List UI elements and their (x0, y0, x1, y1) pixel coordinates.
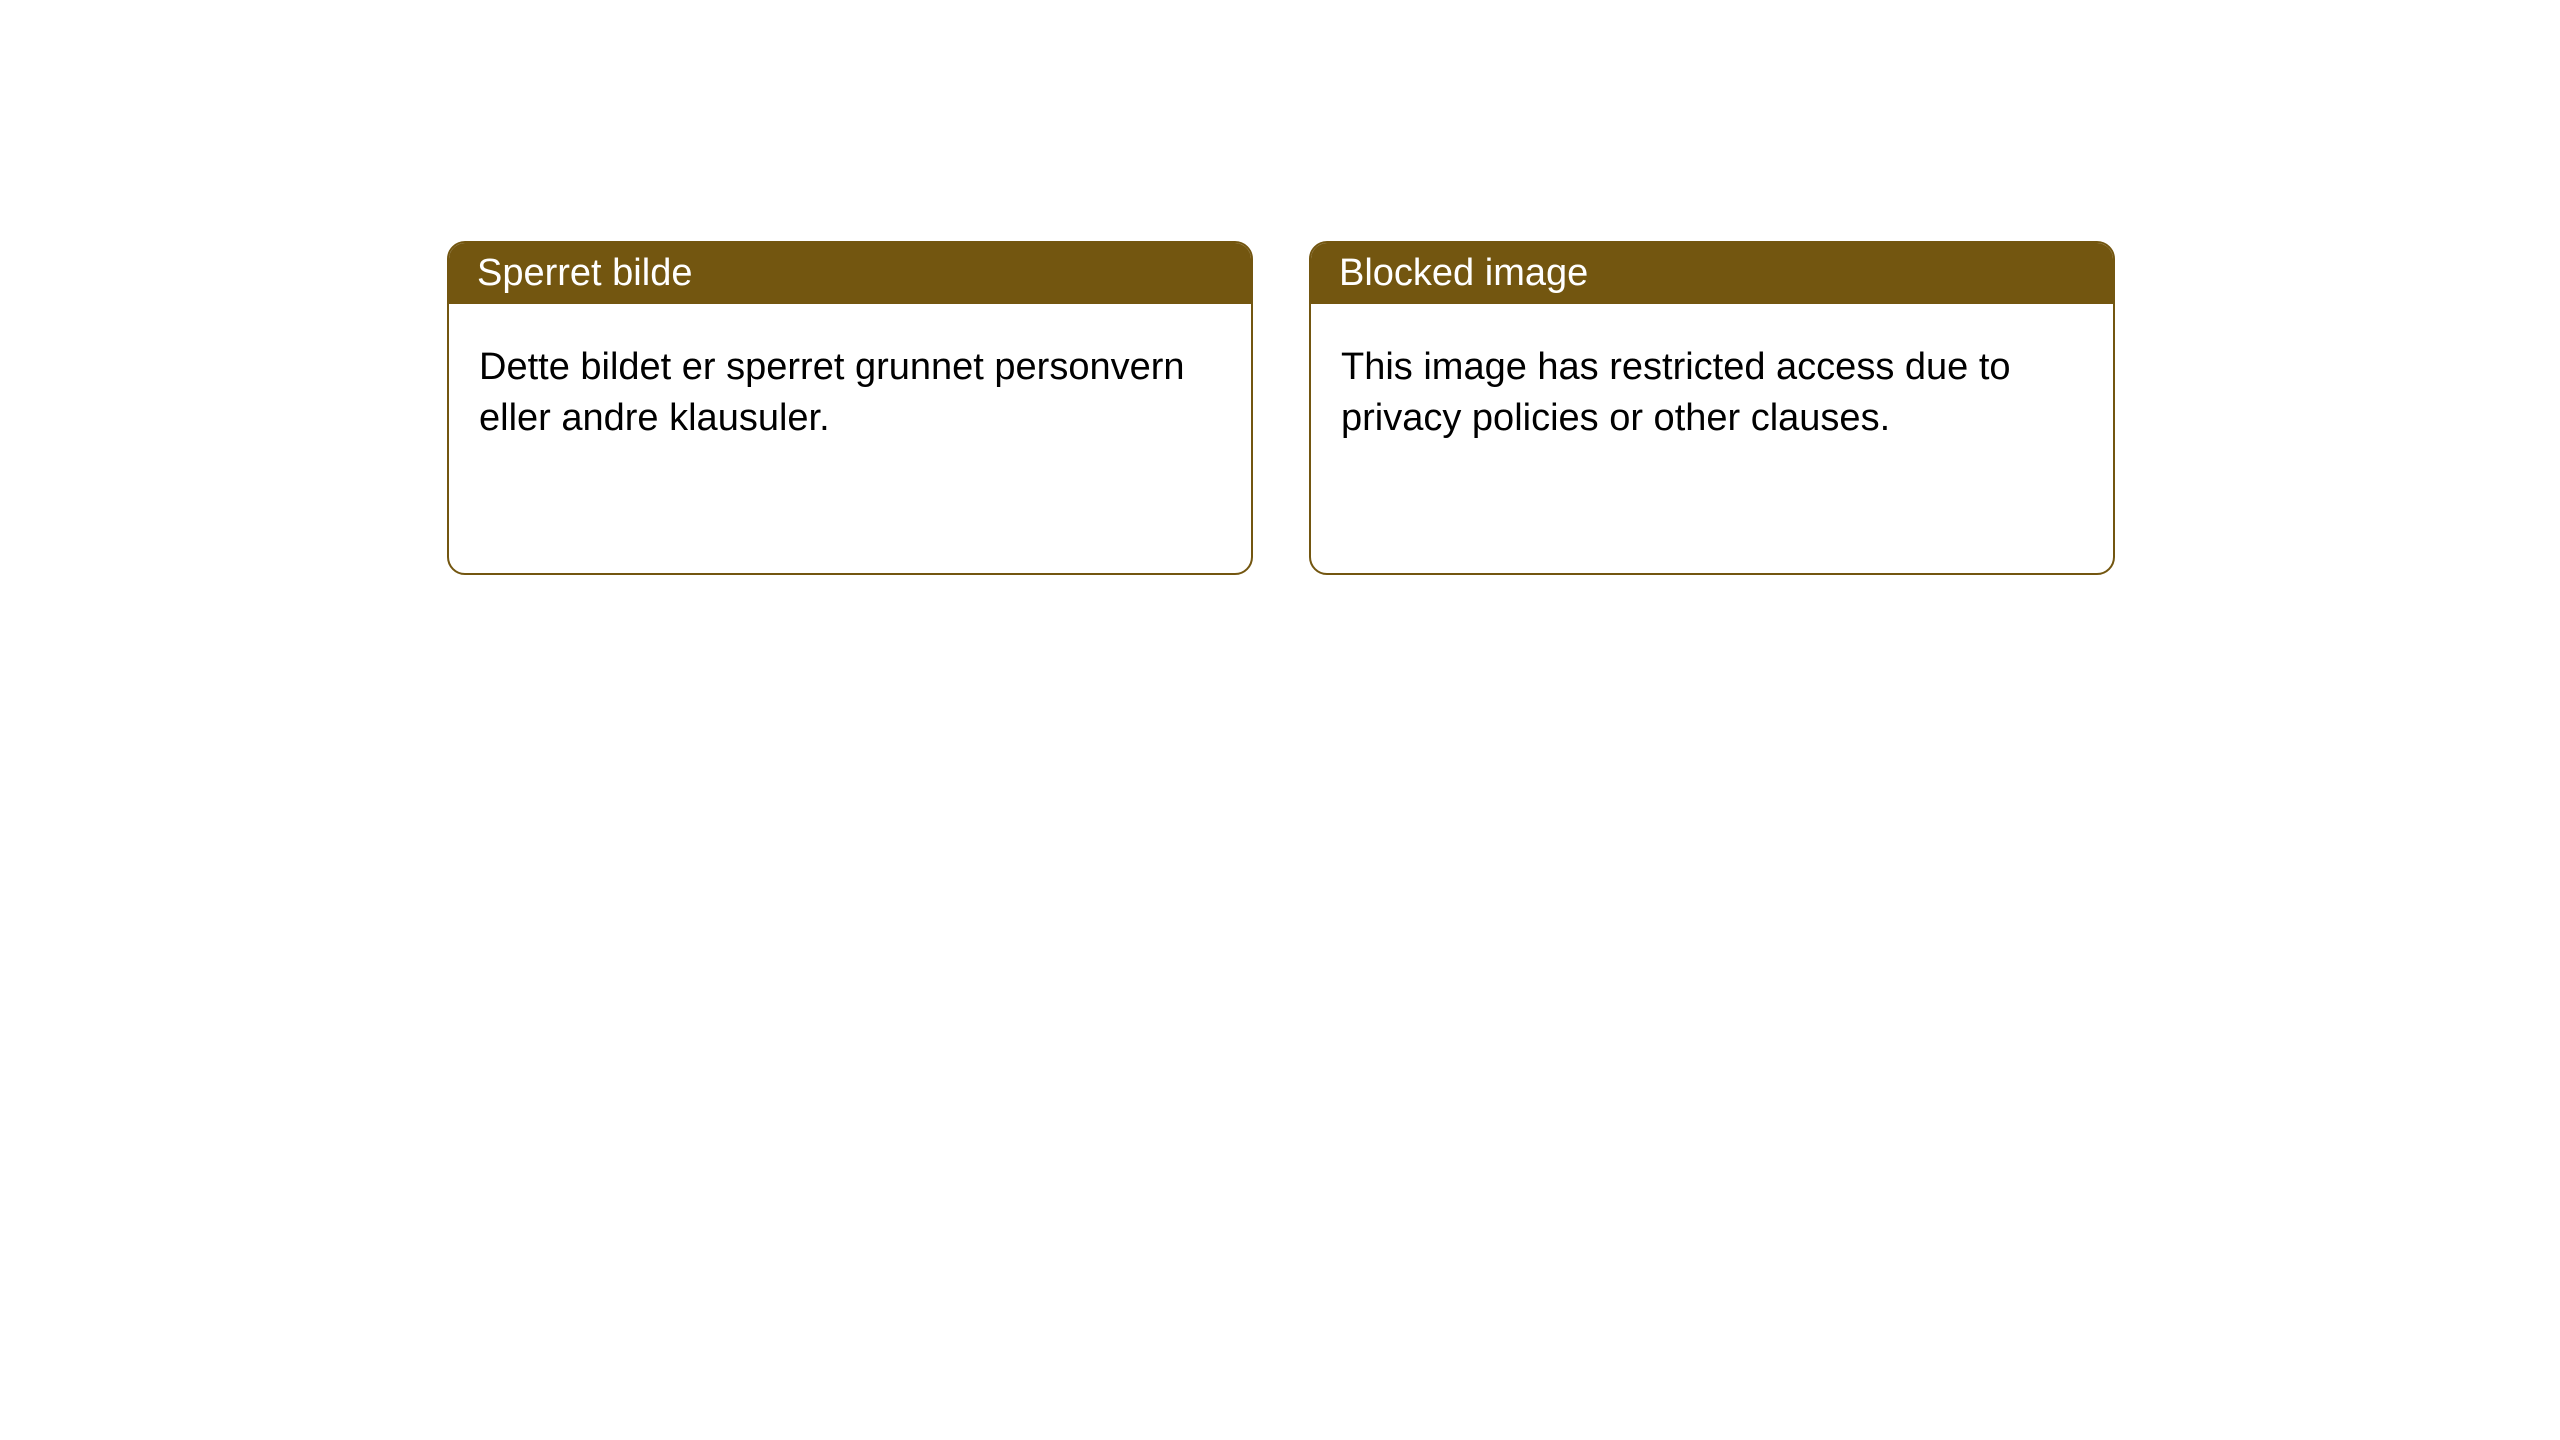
notice-cards-container: Sperret bilde Dette bildet er sperret gr… (0, 0, 2560, 575)
notice-card-norwegian: Sperret bilde Dette bildet er sperret gr… (447, 241, 1253, 575)
notice-card-english: Blocked image This image has restricted … (1309, 241, 2115, 575)
notice-card-header: Blocked image (1311, 243, 2113, 304)
notice-card-text: This image has restricted access due to … (1341, 346, 2011, 439)
notice-card-body: This image has restricted access due to … (1311, 304, 2113, 483)
notice-card-title: Sperret bilde (477, 252, 692, 295)
notice-card-body: Dette bildet er sperret grunnet personve… (449, 304, 1251, 483)
notice-card-header: Sperret bilde (449, 243, 1251, 304)
notice-card-text: Dette bildet er sperret grunnet personve… (479, 346, 1185, 439)
notice-card-title: Blocked image (1339, 252, 1588, 295)
